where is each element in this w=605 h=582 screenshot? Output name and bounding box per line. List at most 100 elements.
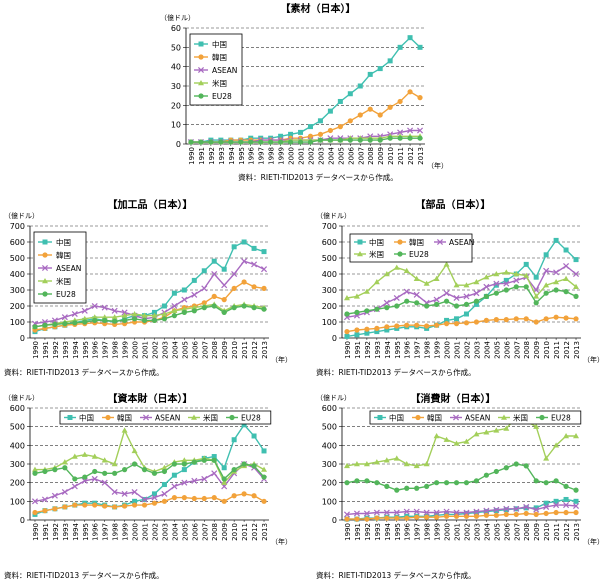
legend-label: EU28	[56, 290, 76, 299]
x-tick-label: 1999	[278, 147, 286, 165]
data-point	[231, 285, 237, 291]
data-point	[394, 323, 400, 329]
data-point	[543, 480, 549, 486]
data-point	[443, 321, 450, 327]
data-point	[72, 476, 78, 482]
legend-label: 中国	[212, 39, 227, 49]
data-point	[171, 302, 178, 310]
x-tick-label: 2007	[513, 523, 521, 541]
data-point	[171, 472, 177, 478]
legend-marker	[357, 239, 363, 245]
data-point	[82, 319, 88, 325]
data-point	[112, 470, 118, 476]
y-axis-unit: （億ドル）	[4, 211, 39, 220]
data-point	[397, 129, 404, 136]
x-tick-label: 1997	[414, 341, 422, 359]
data-point	[377, 66, 383, 72]
data-point	[377, 137, 383, 143]
legend-label: ASEAN	[465, 414, 490, 423]
data-point	[413, 291, 420, 298]
data-point	[261, 249, 267, 255]
legend-marker	[501, 414, 507, 420]
data-point	[553, 269, 560, 276]
data-point	[493, 508, 499, 514]
data-point	[404, 298, 410, 304]
y-tick-label: 700	[10, 222, 25, 231]
data-point	[443, 298, 450, 304]
data-point	[181, 457, 188, 463]
data-point	[473, 301, 479, 307]
data-point	[344, 516, 350, 522]
data-point	[261, 498, 267, 504]
data-point	[364, 478, 370, 484]
data-point	[161, 311, 168, 317]
x-tick-label: 2011	[553, 341, 561, 359]
data-point	[364, 516, 370, 522]
data-point	[563, 289, 569, 295]
y-tick-label: 0	[20, 334, 25, 343]
data-point	[473, 298, 480, 304]
data-point	[493, 282, 499, 288]
legend-label: 韓国	[409, 237, 424, 247]
data-point	[171, 495, 177, 501]
data-point	[327, 127, 333, 134]
x-tick-label: 2000	[444, 523, 452, 541]
data-point	[404, 485, 410, 491]
x-tick-label: 2002	[151, 523, 159, 541]
data-point	[503, 425, 510, 431]
data-point	[363, 510, 370, 517]
data-point	[424, 323, 430, 329]
data-point	[131, 316, 138, 322]
x-tick-label: 1992	[52, 523, 60, 541]
data-point	[523, 505, 529, 511]
data-point	[414, 485, 420, 491]
data-point	[563, 262, 570, 270]
series-韓国	[344, 509, 579, 522]
x-tick-label: 1993	[62, 523, 70, 541]
chart-panel: 【加工品（日本）】 （億ドル） 0 100 200 300 400 500 600 700 1990…	[4, 198, 292, 377]
y-tick-label: 300	[322, 286, 337, 295]
series-EU28	[344, 461, 579, 493]
x-tick-label: 1994	[72, 522, 80, 540]
y-tick-label: 0	[176, 140, 181, 149]
data-point	[393, 294, 400, 302]
y-tick-label: 600	[322, 238, 337, 247]
data-point	[543, 252, 549, 258]
data-point	[231, 467, 237, 473]
data-point	[131, 447, 138, 454]
x-axis-unit: （年）	[583, 355, 604, 364]
data-point	[563, 247, 569, 253]
data-point	[171, 461, 177, 467]
data-point	[503, 280, 510, 287]
data-point	[543, 503, 550, 510]
data-point	[367, 137, 373, 143]
data-point	[201, 475, 208, 482]
data-point	[191, 308, 197, 314]
data-point	[397, 98, 403, 105]
data-point	[513, 284, 519, 290]
data-point	[533, 274, 539, 280]
series-EU28	[188, 135, 423, 145]
data-point	[384, 515, 390, 521]
y-tick-label: 200	[322, 479, 337, 488]
data-point	[394, 515, 400, 521]
data-point	[171, 290, 177, 296]
x-tick-label: 2012	[251, 341, 259, 359]
data-point	[373, 279, 380, 285]
data-point	[573, 293, 579, 299]
data-point	[523, 261, 529, 267]
data-point	[92, 317, 98, 323]
x-tick-label: 2003	[317, 147, 325, 165]
data-point	[403, 461, 410, 467]
legend-label: 中国	[79, 413, 94, 423]
data-point	[92, 502, 98, 508]
data-point	[251, 284, 257, 290]
data-point	[493, 317, 499, 323]
data-point	[367, 71, 373, 77]
x-tick-label: 2009	[533, 341, 541, 359]
series-ASEAN	[343, 262, 580, 321]
data-point	[343, 462, 350, 469]
data-point	[414, 514, 420, 520]
data-point	[463, 293, 470, 300]
